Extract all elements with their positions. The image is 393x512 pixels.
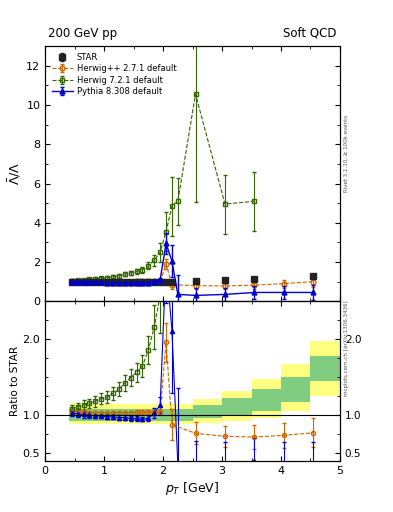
Legend: STAR, Herwig++ 2.7.1 default, Herwig 7.2.1 default, Pythia 8.308 default: STAR, Herwig++ 2.7.1 default, Herwig 7.2… [50, 50, 179, 99]
Text: Rivet 3.1.10, ≥ 100k events: Rivet 3.1.10, ≥ 100k events [344, 115, 349, 192]
Y-axis label: $\bar{\Lambda}/\Lambda$: $\bar{\Lambda}/\Lambda$ [7, 162, 24, 185]
Text: mcplots.cern.ch [arXiv:1306.3436]: mcplots.cern.ch [arXiv:1306.3436] [344, 301, 349, 396]
X-axis label: $p_T$ [GeV]: $p_T$ [GeV] [165, 480, 220, 497]
Y-axis label: Ratio to STAR: Ratio to STAR [10, 346, 20, 416]
Text: Soft QCD: Soft QCD [283, 27, 337, 40]
Text: 200 GeV pp: 200 GeV pp [48, 27, 117, 40]
